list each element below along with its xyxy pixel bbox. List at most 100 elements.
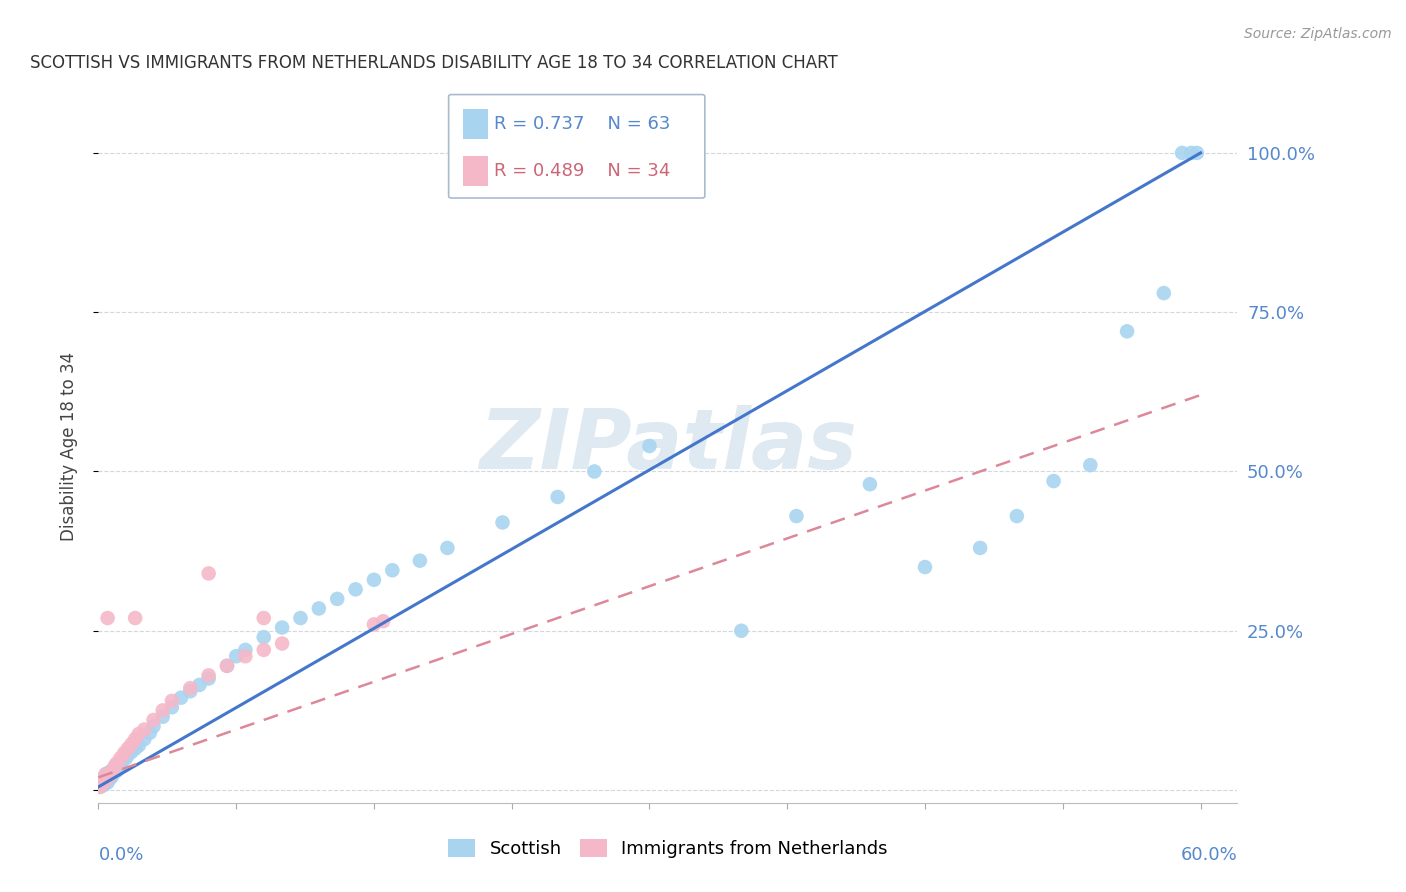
- Point: [1153, 286, 1175, 301]
- Point: [253, 611, 276, 625]
- Point: [100, 770, 122, 784]
- Point: [98, 765, 121, 780]
- Point: [859, 477, 882, 491]
- Legend: Scottish, Immigrants from Netherlands: Scottish, Immigrants from Netherlands: [440, 831, 896, 865]
- Point: [112, 746, 135, 760]
- Point: [94, 767, 117, 781]
- Point: [142, 713, 165, 727]
- Point: [225, 649, 247, 664]
- Point: [105, 756, 128, 771]
- Point: [436, 541, 458, 555]
- Point: [308, 601, 330, 615]
- Point: [124, 611, 146, 625]
- Point: [785, 509, 807, 524]
- Point: [101, 767, 124, 781]
- Text: 60.0%: 60.0%: [1181, 846, 1237, 863]
- Point: [381, 563, 404, 577]
- Point: [215, 658, 238, 673]
- Point: [170, 690, 193, 705]
- Point: [271, 621, 294, 635]
- Point: [91, 777, 114, 791]
- Point: [107, 757, 129, 772]
- Point: [215, 658, 238, 673]
- Point: [97, 769, 120, 783]
- Text: Source: ZipAtlas.com: Source: ZipAtlas.com: [1244, 27, 1392, 41]
- Point: [160, 700, 183, 714]
- Point: [124, 741, 146, 756]
- Point: [101, 763, 124, 777]
- Point: [235, 643, 257, 657]
- Point: [128, 739, 150, 753]
- Point: [914, 560, 936, 574]
- Point: [139, 725, 162, 739]
- Point: [1116, 324, 1139, 338]
- Point: [94, 773, 117, 788]
- Point: [197, 668, 219, 682]
- Point: [89, 780, 111, 794]
- Point: [326, 591, 349, 606]
- Point: [179, 684, 201, 698]
- Point: [1005, 509, 1028, 524]
- Point: [344, 582, 367, 597]
- Point: [94, 767, 117, 781]
- Point: [91, 773, 114, 788]
- Point: [110, 759, 132, 773]
- Point: [121, 745, 143, 759]
- Point: [97, 770, 120, 784]
- Point: [363, 617, 385, 632]
- Point: [97, 775, 120, 789]
- Point: [121, 737, 143, 751]
- Point: [111, 755, 134, 769]
- Y-axis label: Disability Age 18 to 34: Disability Age 18 to 34: [59, 351, 77, 541]
- Text: R = 0.737    N = 63: R = 0.737 N = 63: [494, 115, 671, 133]
- Point: [1180, 145, 1202, 160]
- Point: [115, 751, 138, 765]
- Text: 0.0%: 0.0%: [98, 846, 143, 863]
- Point: [124, 732, 146, 747]
- Point: [271, 636, 294, 650]
- Point: [128, 727, 150, 741]
- Point: [134, 732, 156, 747]
- Point: [100, 765, 122, 780]
- Point: [98, 769, 121, 783]
- Point: [409, 554, 432, 568]
- Point: [91, 777, 114, 791]
- Text: SCOTTISH VS IMMIGRANTS FROM NETHERLANDS DISABILITY AGE 18 TO 34 CORRELATION CHAR: SCOTTISH VS IMMIGRANTS FROM NETHERLANDS …: [30, 54, 838, 72]
- Text: R = 0.489    N = 34: R = 0.489 N = 34: [494, 162, 671, 180]
- Point: [160, 694, 183, 708]
- Point: [371, 614, 394, 628]
- Point: [89, 780, 111, 794]
- Point: [152, 703, 174, 717]
- Point: [253, 643, 276, 657]
- Point: [969, 541, 991, 555]
- Point: [97, 611, 120, 625]
- Point: [491, 516, 513, 530]
- Point: [253, 630, 276, 644]
- Point: [1171, 145, 1194, 160]
- Point: [363, 573, 385, 587]
- Point: [547, 490, 569, 504]
- Point: [730, 624, 752, 638]
- Point: [1042, 474, 1064, 488]
- Point: [93, 775, 115, 789]
- Point: [104, 761, 127, 775]
- Point: [197, 672, 219, 686]
- Point: [235, 649, 257, 664]
- Point: [93, 778, 115, 792]
- Point: [134, 723, 156, 737]
- Point: [638, 439, 661, 453]
- Point: [117, 741, 139, 756]
- Point: [152, 710, 174, 724]
- Point: [197, 566, 219, 581]
- Point: [100, 764, 122, 778]
- Point: [105, 764, 128, 778]
- Point: [179, 681, 201, 695]
- Point: [91, 773, 114, 788]
- Point: [1078, 458, 1101, 472]
- Point: [94, 772, 117, 786]
- Point: [1185, 145, 1208, 160]
- Text: ZIPatlas: ZIPatlas: [479, 406, 856, 486]
- Point: [98, 772, 121, 786]
- Point: [110, 751, 132, 765]
- Point: [188, 678, 211, 692]
